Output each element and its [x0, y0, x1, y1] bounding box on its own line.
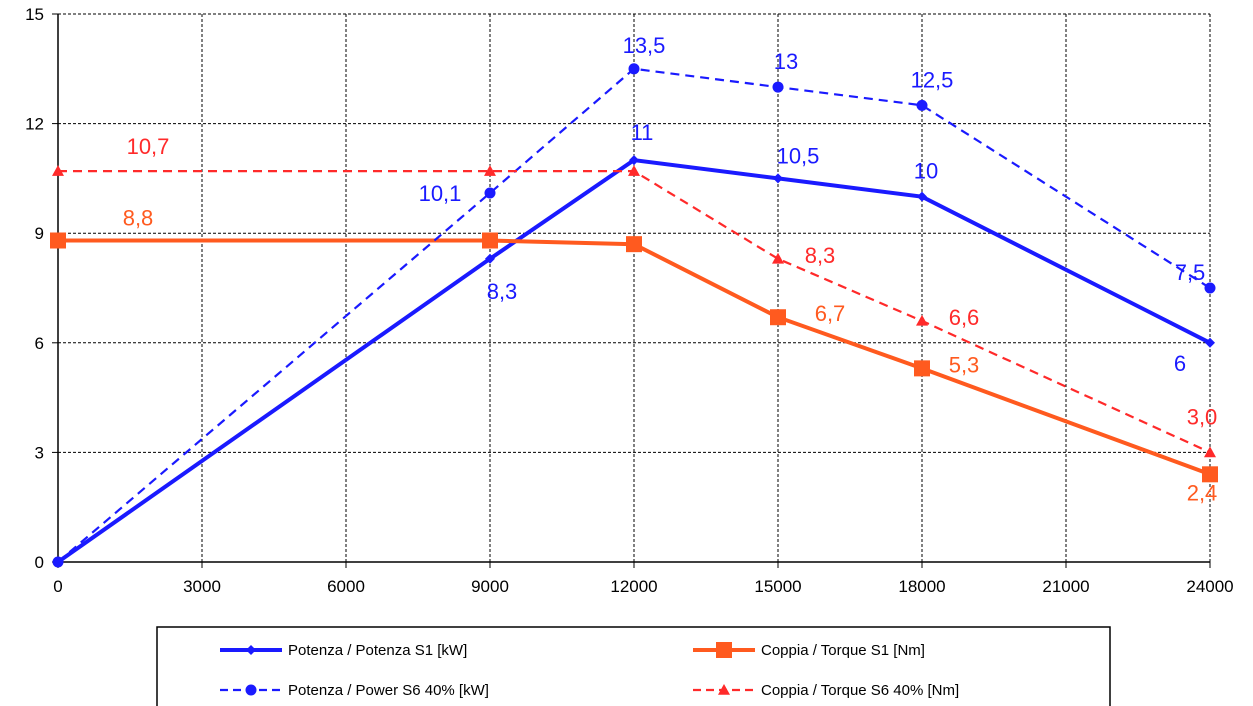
- legend-label: Potenza / Power S6 40% [kW]: [288, 682, 489, 699]
- legend-swatch-marker: [245, 684, 257, 696]
- x-tick-label: 6000: [327, 577, 365, 596]
- data-label: 13: [774, 49, 798, 74]
- data-point: [626, 236, 642, 253]
- data-label: 7,5: [1175, 260, 1206, 285]
- axes: 0 3000 6000 9000 12000 15000 18000 21000 24000 0 3…: [25, 5, 1234, 596]
- data-label: 13,5: [623, 33, 666, 58]
- data-label: 11: [631, 120, 654, 145]
- data-point: [629, 155, 639, 166]
- data-label: 8,3: [805, 243, 836, 268]
- x-tick-label: 24000: [1186, 577, 1233, 596]
- legend: Potenza / Potenza S1 [kW] Coppia / Torque…: [156, 626, 1111, 706]
- data-point: [917, 191, 927, 202]
- data-point: [50, 232, 66, 249]
- data-point: [1204, 282, 1216, 294]
- data-point: [773, 173, 783, 184]
- x-tick-label: 0: [53, 577, 62, 596]
- y-tick-label: 0: [35, 553, 44, 572]
- data-point: [772, 81, 784, 93]
- legend-item: Coppia / Torque S6 40% [Nm]: [693, 682, 959, 699]
- data-point: [484, 187, 496, 199]
- data-label: 6,7: [815, 301, 846, 326]
- legend-label: Coppia / Torque S1 [Nm]: [761, 642, 925, 659]
- x-tick-label: 15000: [754, 577, 801, 596]
- x-tick-label: 12000: [610, 577, 657, 596]
- series-layer: [50, 63, 1218, 568]
- data-point: [916, 99, 928, 111]
- data-label: 8,3: [487, 279, 518, 304]
- data-label: 3,0: [1187, 404, 1218, 429]
- data-point: [772, 252, 784, 264]
- y-tick-label: 9: [35, 224, 44, 243]
- data-label: 6: [1174, 351, 1186, 376]
- series-line: [56, 158, 1211, 564]
- data-label: 6,6: [949, 305, 980, 330]
- data-label: 10: [914, 159, 938, 184]
- data-labels-layer: 8,3 11 10,5 10 6 8,8 6,7 5,3 2,4 10,1 13,5 13 12,5 7,…: [123, 33, 1218, 506]
- series-3: [52, 165, 1216, 458]
- y-tick-label: 3: [35, 443, 44, 462]
- x-tick-label: 3000: [183, 577, 221, 596]
- data-point: [52, 556, 64, 568]
- data-point: [485, 253, 495, 264]
- data-point: [1204, 446, 1216, 458]
- data-point: [916, 314, 928, 326]
- legend-box: [156, 626, 1111, 706]
- legend-label: Potenza / Potenza S1 [kW]: [288, 642, 467, 659]
- data-label: 10,1: [419, 181, 462, 206]
- data-label: 10,7: [127, 134, 170, 159]
- legend-swatch-marker: [246, 645, 256, 655]
- data-point: [628, 63, 640, 75]
- data-label: 8,8: [123, 206, 154, 231]
- data-point: [914, 360, 930, 377]
- legend-item: Potenza / Power S6 40% [kW]: [220, 682, 489, 699]
- legend-item: Coppia / Torque S1 [Nm]: [693, 642, 925, 659]
- data-label: 2,4: [1187, 480, 1218, 505]
- series-2: [52, 63, 1216, 568]
- x-tick-label: 21000: [1042, 577, 1089, 596]
- series-line: [58, 238, 1211, 477]
- data-point: [1205, 337, 1215, 348]
- x-tick-label: 9000: [471, 577, 509, 596]
- data-point: [1202, 466, 1218, 483]
- data-label: 10,5: [777, 143, 820, 168]
- x-tick-label: 18000: [898, 577, 945, 596]
- data-point: [770, 309, 786, 326]
- data-point: [628, 165, 640, 176]
- y-tick-label: 6: [35, 334, 44, 353]
- grid: [58, 14, 1210, 562]
- data-label: 12,5: [911, 67, 954, 92]
- legend-swatch-marker: [716, 642, 732, 658]
- data-point: [52, 165, 64, 176]
- data-label: 5,3: [949, 352, 980, 377]
- data-point: [482, 232, 498, 249]
- series-line: [58, 170, 1211, 454]
- legend-swatch-marker: [718, 684, 730, 695]
- legend-label: Coppia / Torque S6 40% [Nm]: [761, 682, 959, 699]
- y-tick-label: 12: [25, 115, 44, 134]
- data-point: [484, 165, 496, 176]
- y-tick-label: 15: [25, 5, 44, 24]
- legend-item: Potenza / Potenza S1 [kW]: [220, 642, 467, 659]
- series-line: [57, 67, 1211, 563]
- series-1: [50, 232, 1218, 483]
